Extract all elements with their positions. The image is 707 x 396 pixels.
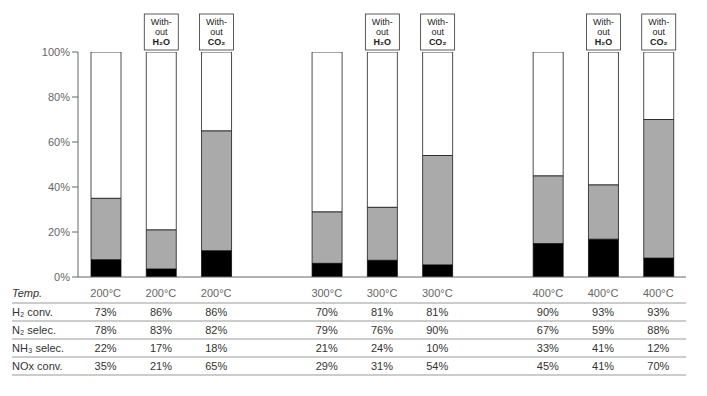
svg-text:20%: 20% (48, 226, 70, 238)
svg-text:93%: 93% (592, 306, 614, 318)
svg-text:With-: With- (648, 17, 669, 27)
svg-text:400°C: 400°C (643, 287, 674, 299)
svg-text:33%: 33% (537, 342, 559, 354)
svg-text:N₂ selec.: N₂ selec. (12, 324, 56, 336)
svg-text:54%: 54% (426, 360, 448, 372)
svg-text:86%: 86% (150, 306, 172, 318)
svg-text:67%: 67% (537, 324, 559, 336)
svg-text:CO₂: CO₂ (650, 37, 668, 47)
svg-text:59%: 59% (592, 324, 614, 336)
svg-text:41%: 41% (592, 342, 614, 354)
svg-text:35%: 35% (95, 360, 117, 372)
svg-text:86%: 86% (205, 306, 227, 318)
svg-text:40%: 40% (48, 181, 70, 193)
svg-text:out: out (210, 27, 223, 37)
svg-text:81%: 81% (371, 306, 393, 318)
svg-text:out: out (597, 27, 610, 37)
svg-text:73%: 73% (95, 306, 117, 318)
svg-text:300°C: 300°C (367, 287, 398, 299)
svg-text:H₂O: H₂O (595, 37, 613, 47)
svg-text:76%: 76% (371, 324, 393, 336)
svg-text:24%: 24% (371, 342, 393, 354)
svg-text:With-: With- (206, 17, 227, 27)
svg-text:80%: 80% (48, 91, 70, 103)
svg-text:400°C: 400°C (532, 287, 563, 299)
svg-text:0%: 0% (54, 271, 70, 283)
svg-text:With-: With- (151, 17, 172, 27)
svg-text:200°C: 200°C (90, 287, 121, 299)
svg-text:With-: With- (593, 17, 614, 27)
svg-text:60%: 60% (48, 136, 70, 148)
svg-text:H₂O: H₂O (153, 37, 171, 47)
svg-text:70%: 70% (647, 360, 669, 372)
svg-text:H₂ conv.: H₂ conv. (12, 306, 53, 318)
svg-text:81%: 81% (426, 306, 448, 318)
svg-text:22%: 22% (95, 342, 117, 354)
svg-text:65%: 65% (205, 360, 227, 372)
svg-text:300°C: 300°C (311, 287, 342, 299)
svg-text:90%: 90% (537, 306, 559, 318)
svg-text:93%: 93% (647, 306, 669, 318)
svg-text:90%: 90% (426, 324, 448, 336)
svg-text:H₂O: H₂O (374, 37, 392, 47)
svg-text:21%: 21% (316, 342, 338, 354)
svg-text:45%: 45% (537, 360, 559, 372)
svg-text:With-: With- (372, 17, 393, 27)
svg-text:31%: 31% (371, 360, 393, 372)
svg-text:18%: 18% (205, 342, 227, 354)
svg-text:400°C: 400°C (588, 287, 619, 299)
svg-text:200°C: 200°C (201, 287, 232, 299)
svg-text:NH₃ selec.: NH₃ selec. (12, 342, 64, 354)
svg-text:out: out (155, 27, 168, 37)
svg-text:12%: 12% (647, 342, 669, 354)
svg-text:CO₂: CO₂ (429, 37, 447, 47)
svg-text:70%: 70% (316, 306, 338, 318)
svg-text:10%: 10% (426, 342, 448, 354)
svg-text:88%: 88% (647, 324, 669, 336)
svg-text:out: out (652, 27, 665, 37)
svg-text:200°C: 200°C (146, 287, 177, 299)
svg-text:79%: 79% (316, 324, 338, 336)
svg-text:41%: 41% (592, 360, 614, 372)
svg-text:CO₂: CO₂ (208, 37, 226, 47)
svg-text:out: out (376, 27, 389, 37)
svg-text:82%: 82% (205, 324, 227, 336)
svg-text:With-: With- (427, 17, 448, 27)
svg-text:29%: 29% (316, 360, 338, 372)
svg-text:300°C: 300°C (422, 287, 453, 299)
svg-text:out: out (431, 27, 444, 37)
svg-text:21%: 21% (150, 360, 172, 372)
svg-text:NOx conv.: NOx conv. (12, 360, 63, 372)
svg-text:Temp.: Temp. (12, 287, 42, 299)
svg-text:78%: 78% (95, 324, 117, 336)
svg-text:83%: 83% (150, 324, 172, 336)
svg-text:17%: 17% (150, 342, 172, 354)
svg-text:100%: 100% (42, 46, 70, 58)
